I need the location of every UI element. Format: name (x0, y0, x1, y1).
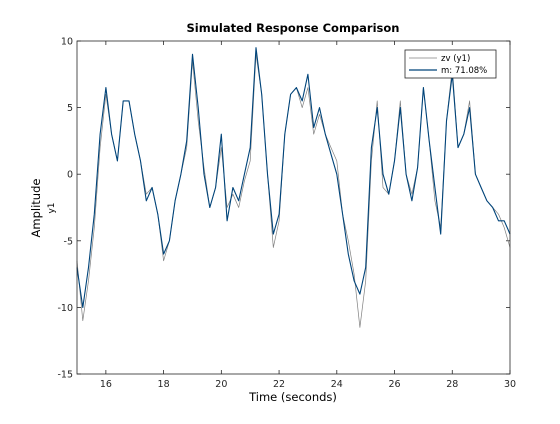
x-axis-label: Time (seconds) (248, 390, 337, 404)
y-tick-label: 0 (67, 170, 73, 181)
y-tick-label: 10 (61, 37, 73, 48)
x-tick-label: 28 (446, 379, 458, 390)
legend-box (404, 49, 497, 79)
series-lines (76, 47, 511, 328)
legend-label-measured: zv (y1) (441, 54, 470, 64)
y-axis-label: Amplitude (29, 179, 43, 238)
legend-label-model: m: 71.08% (441, 66, 487, 76)
chart-title: Simulated Response Comparison (187, 21, 400, 35)
series-line-model (76, 47, 511, 308)
x-tick-label: 22 (273, 379, 285, 390)
y-channel-label: y1 (47, 202, 57, 213)
x-axis-ticks: 16 18 20 22 24 26 28 30 (100, 41, 516, 390)
x-tick-label: 18 (158, 379, 170, 390)
y-tick-label: -15 (57, 370, 73, 381)
plot-frame (76, 40, 511, 375)
y-tick-label: -5 (64, 236, 73, 247)
legend: zv (y1) m: 71.08% (404, 49, 497, 79)
x-tick-label: 24 (331, 379, 343, 390)
x-tick-label: 26 (388, 379, 400, 390)
y-tick-label: -10 (57, 303, 73, 314)
x-tick-label: 20 (215, 379, 227, 390)
x-tick-label: 30 (504, 379, 516, 390)
y-tick-label: 5 (67, 103, 73, 114)
x-tick-label: 16 (100, 379, 112, 390)
